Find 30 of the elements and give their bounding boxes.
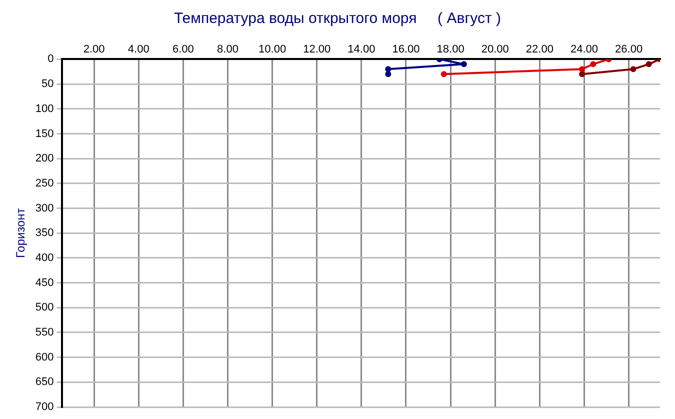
y-tick-label: 250: [35, 177, 54, 190]
y-tick-label: 600: [35, 351, 54, 364]
y-tick-label: 50: [42, 78, 54, 90]
x-tick-label: 16.00: [392, 44, 420, 56]
chart-title: Температура воды открытого моря ( Август ): [172, 10, 502, 27]
x-tick-label: 4.00: [128, 44, 150, 56]
y-axis-title: Горизонт: [14, 208, 28, 258]
y-tick-label: 0: [48, 53, 54, 66]
y-tick-label: 450: [35, 276, 54, 289]
x-tick-label: 20.00: [481, 44, 509, 56]
y-tick-label: 300: [35, 202, 54, 214]
y-tick-label: 350: [35, 227, 54, 240]
y-tick-label: 100: [35, 102, 54, 115]
x-tick-label: 12.00: [303, 44, 331, 56]
x-tick-label: 6.00: [172, 44, 194, 56]
y-tick-label: 650: [35, 376, 54, 388]
x-tick-label: 10.00: [258, 44, 286, 56]
x-tick-label: 22.00: [526, 44, 554, 56]
y-tick-label: 700: [35, 401, 54, 414]
y-tick-label: 200: [35, 152, 54, 165]
y-tick-label: 400: [35, 252, 54, 264]
x-tick-label: 2.00: [83, 44, 105, 56]
x-tick-label: 14.00: [348, 44, 376, 56]
x-tick-label: 18.00: [436, 44, 464, 56]
x-tick-label: 8.00: [217, 44, 238, 56]
x-tick-label: 24.00: [570, 44, 598, 56]
y-tick-label: 500: [35, 302, 54, 314]
y-tick-label: 550: [35, 326, 54, 339]
y-tick-label: 150: [35, 128, 54, 140]
x-tick-label: 26.00: [615, 44, 643, 56]
